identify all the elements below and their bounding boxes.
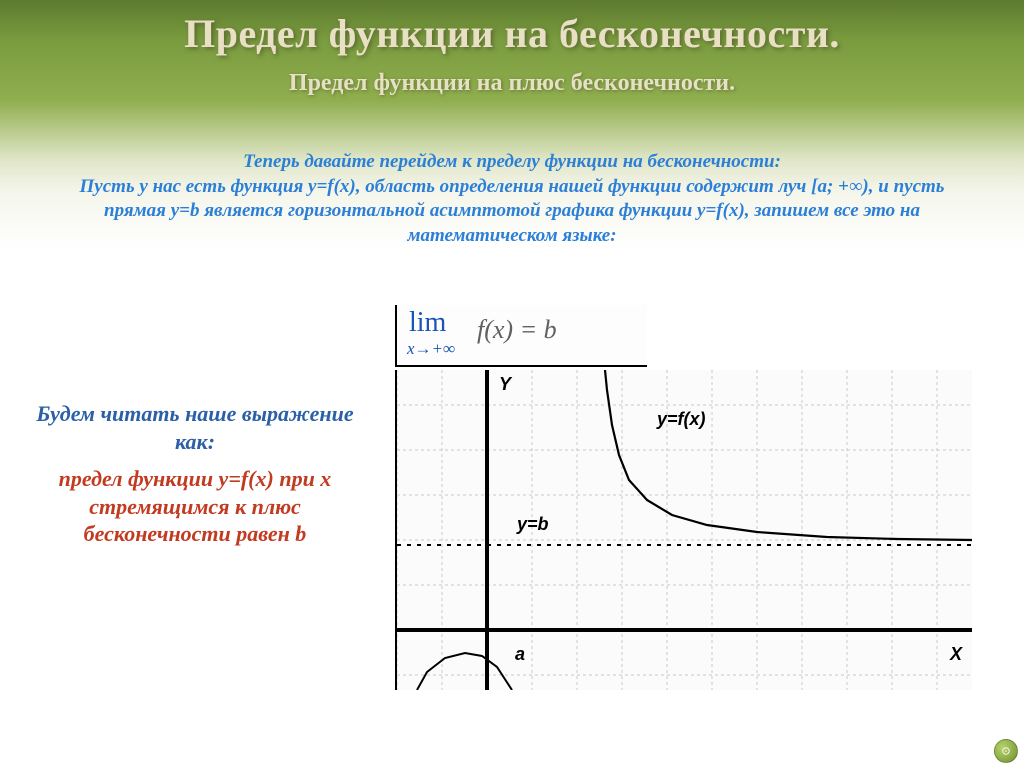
svg-text:y=f(x): y=f(x) [656, 409, 706, 429]
logo-glyph: ⊙ [1001, 745, 1010, 758]
intro-text: Теперь давайте перейдем к пределу функци… [50, 150, 974, 249]
svg-text:a: a [515, 644, 525, 664]
svg-text:Y: Y [499, 374, 513, 394]
graph-box: Y Xy=f(x) y=b a [395, 370, 972, 690]
svg-text:X: X [949, 644, 963, 664]
svg-text:y=b: y=b [516, 514, 549, 534]
title-main: Предел функции на бесконечности. [0, 10, 1024, 57]
read-as-block: Будем читать наше выражение как: предел … [30, 400, 360, 548]
formula-main: f(x) = b [477, 315, 557, 345]
intro-line-2: Пусть у нас есть функция y=f(x), область… [50, 175, 974, 249]
formula-box: lim x→+∞ f(x) = b [395, 305, 647, 367]
graph-svg: Y Xy=f(x) y=b a [397, 370, 972, 690]
intro-line-1: Теперь давайте перейдем к пределу функци… [50, 150, 974, 175]
logo-icon: ⊙ [994, 739, 1018, 763]
title-sub: Предел функции на плюс бесконечности. [0, 70, 1024, 97]
read-as-statement: предел функции y=f(x) при x стремящимся … [30, 465, 360, 548]
read-as-intro: Будем читать наше выражение как: [30, 400, 360, 455]
formula-sub: x→+∞ [407, 339, 455, 359]
slide: Предел функции на бесконечности. Предел … [0, 0, 1024, 767]
formula-lim: lim [409, 307, 446, 339]
